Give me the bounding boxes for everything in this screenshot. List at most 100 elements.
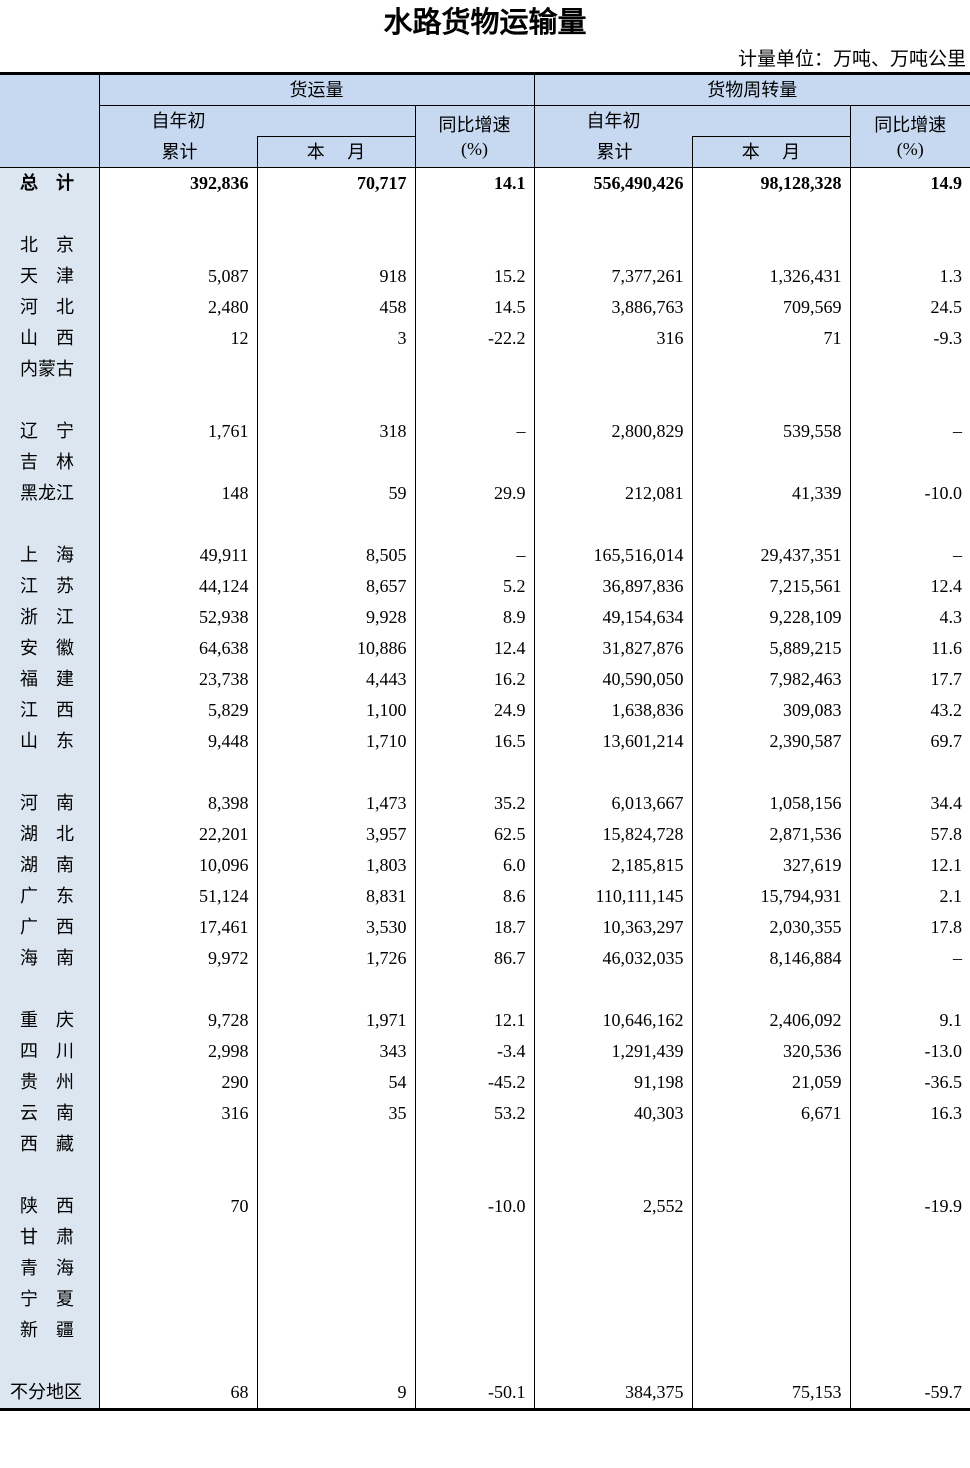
table-cell: [414, 1129, 535, 1160]
table-cell: [98, 1222, 258, 1253]
region-label: 云 南: [0, 1098, 100, 1129]
table-cell: 9,972: [98, 943, 258, 974]
region-label: 河 南: [0, 788, 100, 819]
table-cell: 918: [256, 261, 416, 292]
table-cell: 75,153: [691, 1377, 851, 1411]
table-cell: 2,552: [533, 1191, 693, 1222]
table-cell: [533, 974, 693, 1005]
table-cell: 458: [256, 292, 416, 323]
table-cell: [98, 199, 258, 230]
table-cell: 539,558: [691, 416, 851, 447]
table-cell: [414, 974, 535, 1005]
table-cell: 16.5: [414, 726, 535, 757]
unit-note: 计量单位：万吨、万吨公里: [737, 49, 966, 70]
table-row: [0, 757, 970, 788]
table-cell: 18.7: [414, 912, 535, 943]
table-cell: 16.2: [414, 664, 535, 695]
table-cell: [691, 1253, 851, 1284]
table-cell: 10,886: [256, 633, 416, 664]
table-cell: 290: [98, 1067, 258, 1098]
table-cell: [256, 199, 416, 230]
table-cell: [533, 199, 693, 230]
table-cell: 4,443: [256, 664, 416, 695]
table-cell: 17.8: [849, 912, 970, 943]
table-cell: [691, 1129, 851, 1160]
table-cell: [691, 1346, 851, 1377]
table-cell: 31,827,876: [533, 633, 693, 664]
region-header: [0, 72, 100, 168]
table-cell: 709,569: [691, 292, 851, 323]
table-cell: 15.2: [414, 261, 535, 292]
region-label: 江 西: [0, 695, 100, 726]
table-cell: -50.1: [414, 1377, 535, 1411]
table-cell: -13.0: [849, 1036, 970, 1067]
table-cell: 327,619: [691, 850, 851, 881]
table-cell: 49,154,634: [533, 602, 693, 633]
table-cell: 12.1: [849, 850, 970, 881]
table-cell: [98, 1315, 258, 1346]
table-row: 甘 肃: [0, 1222, 970, 1253]
table-cell: [533, 1315, 693, 1346]
table-cell: 2,185,815: [533, 850, 693, 881]
table-cell: 320,536: [691, 1036, 851, 1067]
ytd-header: 自年初: [98, 105, 416, 137]
table-cell: 6.0: [414, 850, 535, 881]
table-cell: [849, 974, 970, 1005]
table-cell: 35: [256, 1098, 416, 1129]
table-cell: [691, 1222, 851, 1253]
table-cell: 41,339: [691, 478, 851, 509]
table-cell: 24.9: [414, 695, 535, 726]
region-label: 陕 西: [0, 1191, 100, 1222]
table-cell: 11.6: [849, 633, 970, 664]
page-title: 水路货物运输量: [383, 5, 587, 39]
table-cell: 2.1: [849, 881, 970, 912]
table-row: 山 东 9,448 1,710 16.5 13,601,214 2,390,587 69.7: [0, 726, 970, 757]
region-label: 四 川: [0, 1036, 100, 1067]
table-cell: [256, 447, 416, 478]
table-cell: [691, 447, 851, 478]
region-label: 不分地区: [0, 1377, 100, 1411]
table-row: 湖 南 10,096 1,803 6.0 2,185,815 327,619 12.1: [0, 850, 970, 881]
table-cell: 2,030,355: [691, 912, 851, 943]
table-cell: [849, 509, 970, 540]
table-cell: [256, 1160, 416, 1191]
table-cell: [691, 1191, 851, 1222]
table-cell: 8,657: [256, 571, 416, 602]
table-cell: 57.8: [849, 819, 970, 850]
table-cell: 2,406,092: [691, 1005, 851, 1036]
table-cell: 34.4: [849, 788, 970, 819]
table-cell: -9.3: [849, 323, 970, 354]
table-cell: [414, 757, 535, 788]
table-cell: 16.3: [849, 1098, 970, 1129]
table-row: [0, 385, 970, 416]
table-cell: 86.7: [414, 943, 535, 974]
region-label: 甘 肃: [0, 1222, 100, 1253]
table-cell: [256, 354, 416, 385]
region-label: 福 建: [0, 664, 100, 695]
table-cell: [256, 1129, 416, 1160]
table-cell: 1,710: [256, 726, 416, 757]
table-cell: 316: [533, 323, 693, 354]
table-cell: [98, 1284, 258, 1315]
table-cell: [256, 1253, 416, 1284]
table-cell: [98, 509, 258, 540]
table-cell: [256, 1284, 416, 1315]
table-cell: 5,889,215: [691, 633, 851, 664]
table-cell: 2,871,536: [691, 819, 851, 850]
region-label: 海 南: [0, 943, 100, 974]
table-cell: 212,081: [533, 478, 693, 509]
region-label: 黑龙江: [0, 478, 100, 509]
table-cell: 62.5: [414, 819, 535, 850]
table-cell: 1,100: [256, 695, 416, 726]
table-row: 河 南 8,398 1,473 35.2 6,013,667 1,058,156 34.4: [0, 788, 970, 819]
table-cell: 1,803: [256, 850, 416, 881]
table-cell: [256, 1346, 416, 1377]
table-cell: [256, 1191, 416, 1222]
region-label: [0, 757, 100, 788]
region-label: 青 海: [0, 1253, 100, 1284]
table-cell: [414, 354, 535, 385]
table-cell: [849, 1160, 970, 1191]
table-cell: [691, 1315, 851, 1346]
table-row: 湖 北 22,201 3,957 62.5 15,824,728 2,871,536 57.…: [0, 819, 970, 850]
table-cell: 7,215,561: [691, 571, 851, 602]
